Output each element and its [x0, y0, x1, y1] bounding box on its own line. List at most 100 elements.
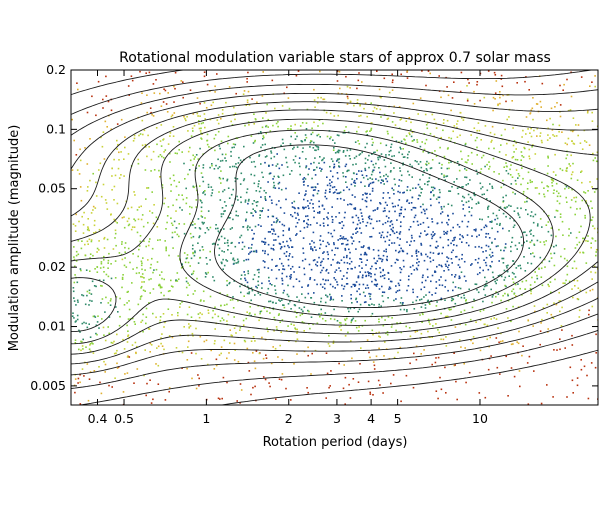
scatter-point — [524, 288, 526, 290]
scatter-point — [312, 147, 315, 149]
scatter-point — [490, 355, 492, 357]
scatter-point — [92, 205, 95, 208]
scatter-point — [446, 167, 449, 170]
scatter-point — [596, 151, 598, 154]
scatter-point — [520, 164, 523, 166]
scatter-point — [593, 265, 596, 268]
scatter-point — [95, 195, 98, 197]
scatter-point — [139, 235, 142, 237]
scatter-point — [546, 303, 549, 306]
scatter-point — [377, 158, 380, 161]
scatter-point — [402, 148, 404, 150]
scatter-point — [503, 269, 506, 272]
scatter-point — [379, 271, 382, 274]
scatter-point — [361, 151, 363, 154]
scatter-point — [379, 171, 381, 174]
scatter-point — [258, 319, 260, 322]
scatter-point — [93, 285, 96, 287]
scatter-point — [199, 312, 201, 314]
scatter-point — [213, 342, 216, 345]
scatter-point — [228, 352, 230, 354]
scatter-point — [107, 267, 109, 269]
scatter-point — [484, 224, 487, 227]
scatter-point — [207, 228, 210, 231]
scatter-point — [241, 241, 244, 244]
scatter-point — [419, 161, 422, 163]
scatter-point — [512, 305, 514, 308]
scatter-point — [512, 288, 515, 290]
scatter-point — [357, 276, 359, 279]
scatter-point — [142, 225, 145, 228]
scatter-point — [344, 211, 346, 214]
scatter-point — [420, 166, 423, 169]
scatter-point — [339, 238, 341, 240]
scatter-point — [185, 286, 188, 289]
y-axis-label: Modulation amplitude (magnitude) — [7, 125, 22, 352]
scatter-point — [333, 318, 336, 321]
scatter-point — [254, 118, 257, 120]
scatter-point — [223, 210, 225, 213]
scatter-point — [200, 358, 203, 360]
scatter-point — [294, 211, 296, 214]
scatter-point — [236, 258, 239, 261]
scatter-point — [455, 244, 458, 247]
scatter-point — [264, 252, 266, 255]
scatter-point — [131, 282, 133, 284]
scatter-point — [318, 212, 321, 214]
scatter-point — [400, 212, 402, 215]
scatter-point — [422, 150, 424, 153]
scatter-point — [459, 238, 461, 240]
scatter-point — [195, 206, 198, 208]
scatter-point — [175, 280, 177, 282]
scatter-point — [102, 326, 105, 329]
scatter-point — [206, 139, 209, 142]
scatter-point — [569, 165, 572, 167]
scatter-point — [219, 320, 222, 322]
scatter-point — [307, 391, 309, 394]
scatter-point — [462, 119, 465, 121]
scatter-point — [530, 229, 532, 232]
scatter-point — [140, 287, 142, 289]
scatter-point — [568, 280, 571, 283]
scatter-point — [128, 94, 130, 96]
scatter-point — [179, 306, 181, 308]
scatter-point — [310, 297, 312, 299]
scatter-point — [467, 220, 470, 223]
scatter-point — [489, 165, 491, 168]
scatter-point — [227, 239, 229, 242]
scatter-point — [516, 341, 518, 343]
scatter-point — [254, 367, 257, 370]
scatter-point — [469, 196, 472, 199]
scatter-point — [281, 283, 284, 285]
scatter-point — [440, 297, 443, 300]
scatter-point — [461, 117, 463, 119]
scatter-point — [223, 228, 225, 230]
scatter-point — [380, 179, 383, 181]
scatter-point — [563, 257, 566, 260]
scatter-point — [130, 206, 133, 209]
scatter-point — [577, 134, 579, 137]
scatter-point — [214, 149, 216, 152]
scatter-point — [347, 203, 349, 206]
scatter-point — [414, 331, 417, 333]
scatter-point — [379, 257, 382, 260]
scatter-point — [200, 127, 202, 130]
scatter-point — [429, 198, 432, 200]
scatter-point — [317, 146, 319, 148]
scatter-point — [486, 163, 488, 166]
contour-line — [71, 92, 598, 376]
scatter-point — [594, 271, 597, 274]
scatter-point — [214, 306, 216, 309]
scatter-point — [505, 170, 508, 172]
scatter-point — [357, 126, 360, 128]
scatter-point — [536, 277, 539, 280]
scatter-point — [270, 247, 273, 250]
scatter-point — [143, 277, 145, 279]
scatter-point — [349, 158, 351, 160]
scatter-point — [179, 206, 181, 209]
scatter-point — [503, 183, 505, 186]
scatter-point — [230, 155, 232, 157]
scatter-point — [532, 144, 534, 146]
scatter-point — [87, 399, 90, 402]
scatter-point — [398, 185, 400, 187]
